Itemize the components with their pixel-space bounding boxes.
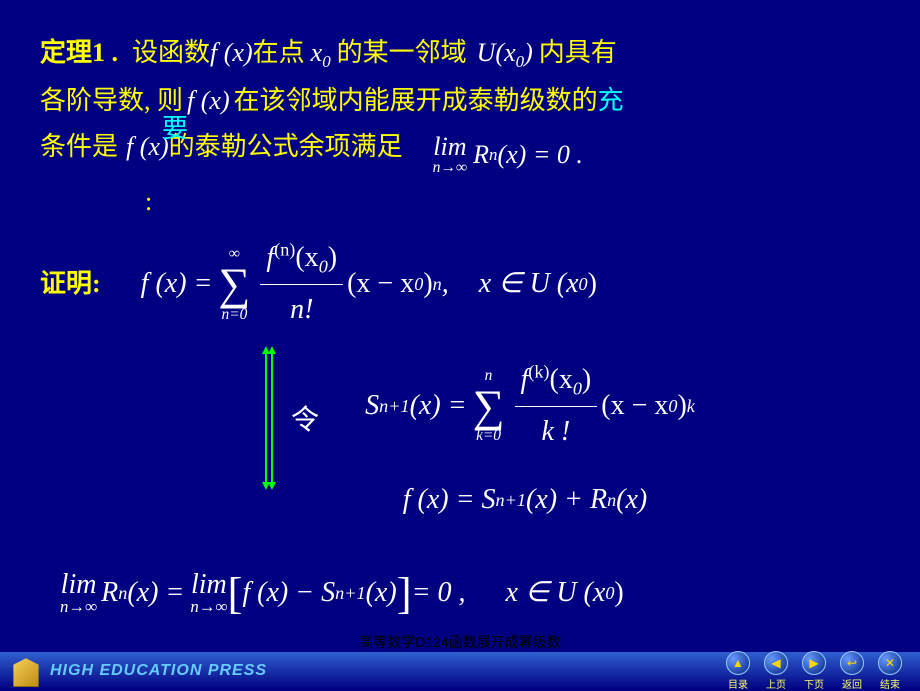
proof-label: 证明: (40, 261, 101, 308)
ling-label: 令 (291, 398, 319, 438)
text: 内具有 (539, 30, 617, 77)
proof-eq4: lim n→∞ Rn(x) = lim n→∞ [ f (x) − Sn+1(x… (60, 553, 880, 634)
proof-eq1: f (x) = ∞ ∑ n=0 f(n)(x0) n! (x − x0)n , … (141, 233, 597, 335)
logo-icon (8, 655, 44, 687)
proof-block: 证明: f (x) = ∞ ∑ n=0 f(n)(x0) n! (x − x0)… (40, 233, 880, 634)
x0: x0 (311, 30, 331, 78)
ux0: U(x0) (477, 30, 533, 78)
slide-content: 定理1 . 设函数 f (x) 在点 x0 的某一邻域 U(x0) 内具有 各阶… (0, 0, 920, 634)
return-icon: ↩ (840, 651, 864, 675)
left-triangle-icon: ◀ (764, 651, 788, 675)
vertical-arrow-box: 令 (265, 340, 319, 495)
footer-bar: HIGH EDUCATION PRESS ▲ 目录 ◀ 上页 ▶ 下页 ↩ 返回… (0, 652, 920, 690)
close-icon: ✕ (878, 651, 902, 675)
text: 在点 (253, 30, 305, 77)
nav-toc-button[interactable]: ▲ 目录 (726, 651, 750, 691)
nav-back-button[interactable]: ↩ 返回 (840, 651, 864, 691)
highlight-chong: 充 (598, 78, 624, 125)
breadcrumb: 高等数学D124函数展开成幂级数 (0, 632, 920, 652)
nav-end-button[interactable]: ✕ 结束 (878, 651, 902, 691)
logo-text: HIGH EDUCATION PRESS (50, 662, 267, 680)
double-arrow-icon (271, 348, 273, 488)
highlight-yao: 要 (162, 106, 188, 153)
text: 条件是 (40, 124, 118, 171)
fx: f (x) (187, 78, 230, 125)
theorem-line-3: 要 条件是 f (x) 的泰勒公式余项满足 lim n→∞ Rn (x) = 0… (40, 124, 880, 178)
text: 在该邻域内能展开成泰勒级数的 (234, 78, 598, 125)
text: 的某一邻域 (337, 30, 467, 77)
nav-next-button[interactable]: ▶ 下页 (802, 651, 826, 691)
nav-buttons: ▲ 目录 ◀ 上页 ▶ 下页 ↩ 返回 ✕ 结束 (726, 651, 912, 691)
theorem-line-1: 定理1 . 设函数 f (x) 在点 x0 的某一邻域 U(x0) 内具有 (40, 30, 880, 78)
footer: 高等数学D124函数展开成幂级数 HIGH EDUCATION PRESS ▲ … (0, 630, 920, 690)
up-triangle-icon: ▲ (726, 651, 750, 675)
double-arrow-icon (265, 348, 267, 488)
logo: HIGH EDUCATION PRESS (8, 655, 267, 687)
text: 设函数 (132, 30, 210, 77)
theorem-label: 定理1 . (40, 30, 118, 77)
theorem-colon: : (40, 179, 880, 226)
right-triangle-icon: ▶ (802, 651, 826, 675)
fx: f (x) (210, 30, 253, 77)
nav-prev-button[interactable]: ◀ 上页 (764, 651, 788, 691)
lim-formula: lim n→∞ Rn (x) = 0 . (433, 132, 583, 179)
text: 的泰勒公式余项满足 (169, 124, 403, 171)
